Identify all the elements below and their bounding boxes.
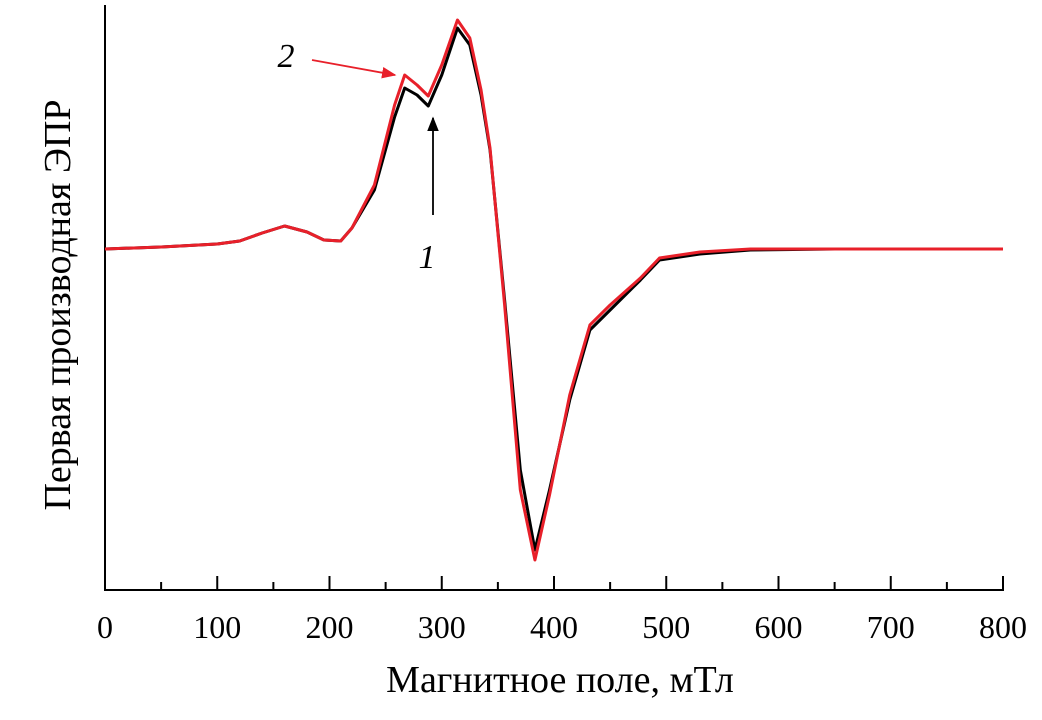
x-tick-label: 500 <box>642 609 690 645</box>
x-tick-label: 300 <box>418 609 466 645</box>
x-tick-label: 700 <box>867 609 915 645</box>
series-line <box>104 18 1003 562</box>
y-axis-label: Первая производная ЭПР <box>37 99 79 510</box>
x-tick-label: 100 <box>193 609 241 645</box>
x-tick-label: 0 <box>97 609 113 645</box>
annotation-arrow <box>311 59 397 79</box>
x-tick-label: 600 <box>755 609 803 645</box>
series-annotation: 2 <box>278 38 295 75</box>
series-annotation: 1 <box>419 239 436 276</box>
x-tick-label: 800 <box>979 609 1027 645</box>
x-tick-label: 200 <box>306 609 354 645</box>
x-axis-label: Магнитное поле, мТл <box>386 659 734 701</box>
x-tick-label: 400 <box>530 609 578 645</box>
